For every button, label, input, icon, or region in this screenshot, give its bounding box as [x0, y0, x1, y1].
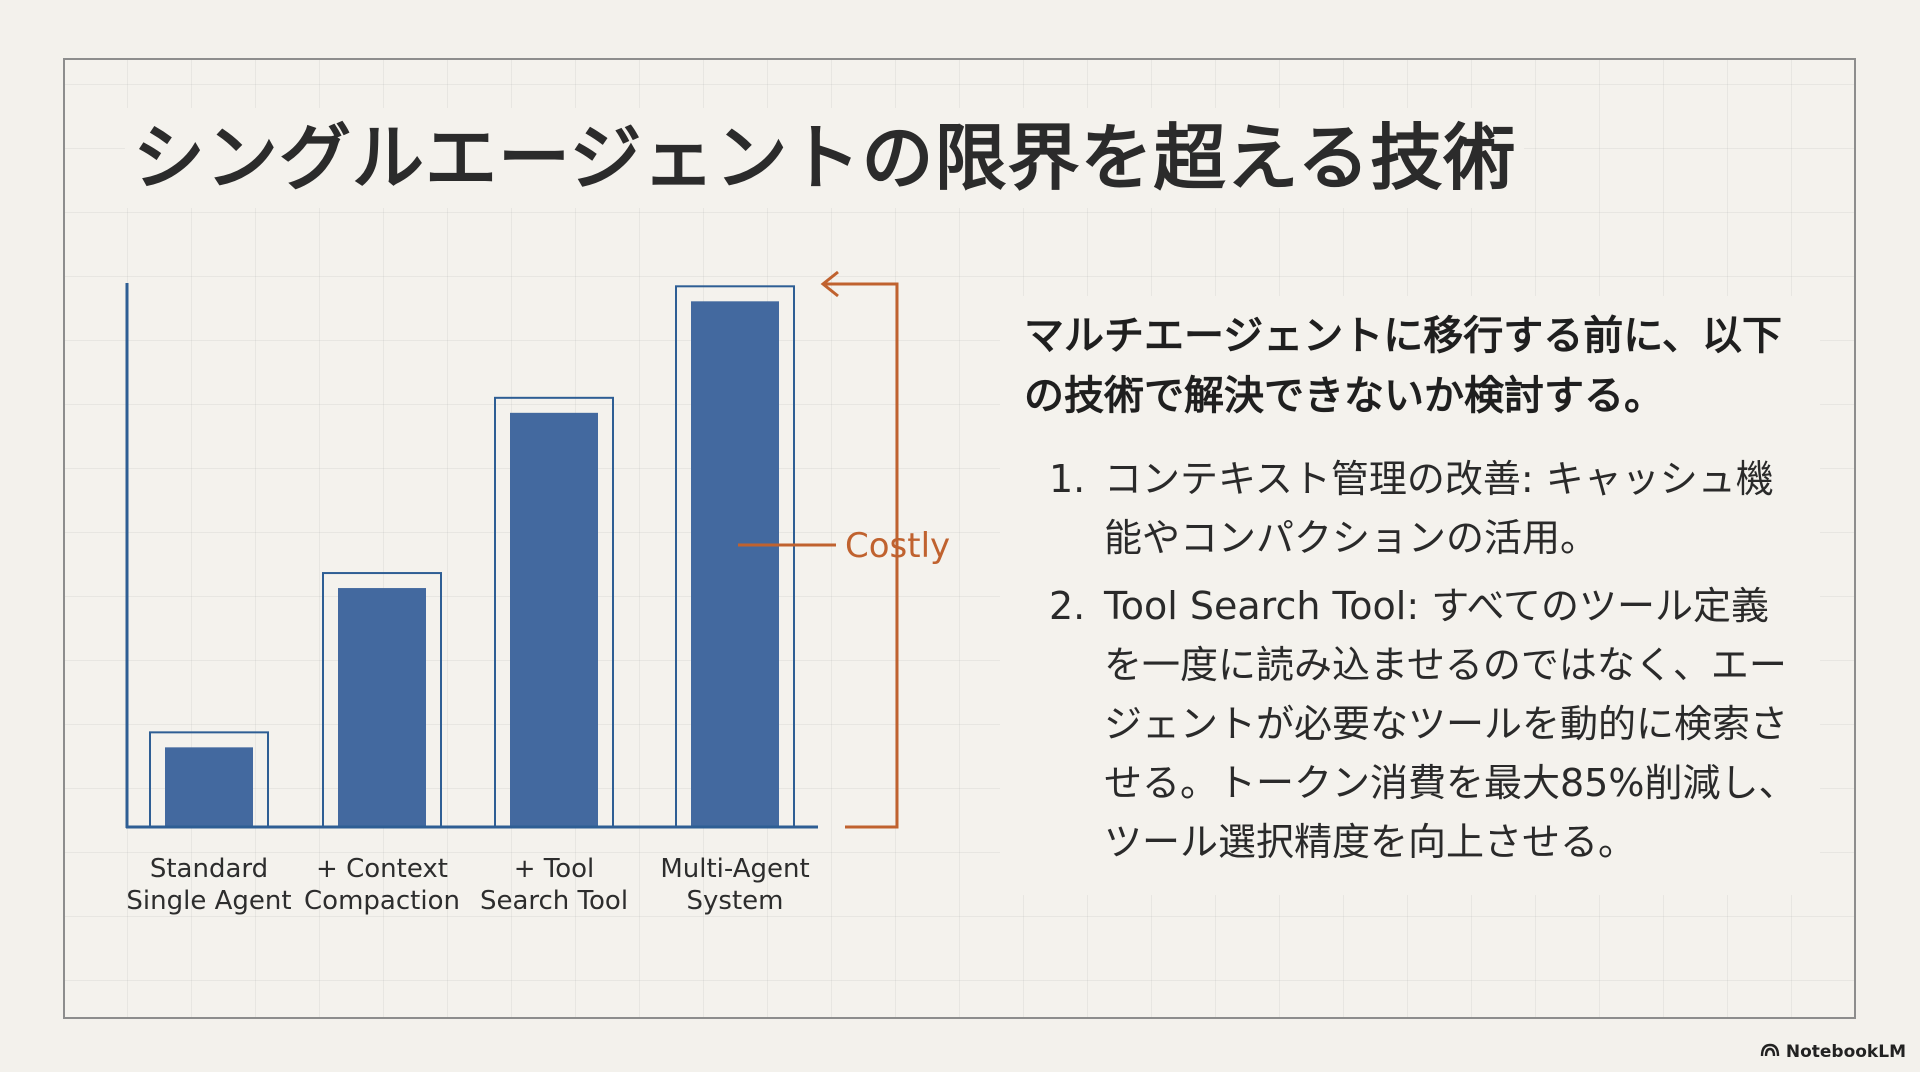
category-label: + Tool Search Tool — [479, 854, 629, 916]
brand-label: NotebookLM — [1785, 1042, 1906, 1062]
bar — [691, 301, 779, 827]
category-label: + Context Compaction — [304, 854, 460, 916]
brand-mark: NotebookLM — [1760, 1042, 1906, 1062]
list-item: 2. Tool Search Tool: すべてのツール定義を一度に読み込ませる… — [1024, 577, 1800, 872]
list-number: 1. — [1049, 457, 1086, 501]
technique-list: 1. コンテキスト管理の改善: キャッシュ機能やコンパクションの活用。 2. T… — [1024, 450, 1800, 872]
list-item: 1. コンテキスト管理の改善: キャッシュ機能やコンパクションの活用。 — [1024, 450, 1800, 568]
bar — [510, 412, 598, 827]
lead-text: マルチエージェントに移行する前に、以下の技術で解決できないか検討する。 — [1024, 313, 1782, 419]
list-number: 2. — [1049, 584, 1086, 628]
bar — [165, 747, 253, 827]
slide-title: シングルエージェントの限界を超える技術 — [125, 108, 1525, 208]
bar — [338, 588, 426, 827]
list-text: Tool Search Tool: すべてのツール定義を一度に読み込ませるのでは… — [1104, 584, 1797, 864]
notebooklm-logo-icon — [1760, 1042, 1780, 1062]
costly-label: Costly — [845, 526, 950, 566]
category-label: Standard Single Agent — [126, 854, 292, 916]
costly-bracket — [738, 270, 899, 829]
list-text: コンテキスト管理の改善: キャッシュ機能やコンパクションの活用。 — [1104, 457, 1774, 560]
content-panel: マルチエージェントに移行する前に、以下の技術で解決できないか検討する。 1. コ… — [1000, 296, 1820, 895]
category-label: Multi-Agent System — [660, 854, 810, 916]
